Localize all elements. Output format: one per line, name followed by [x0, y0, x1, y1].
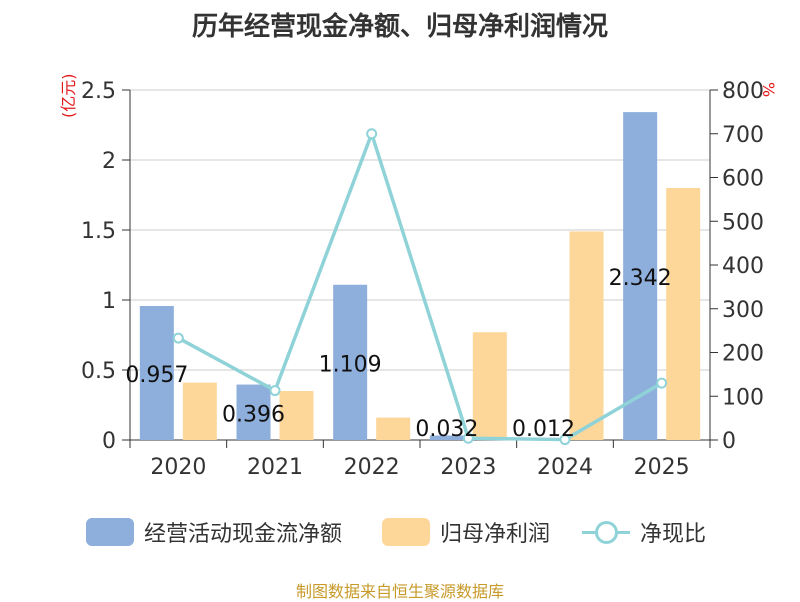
left-axis-tick-label: 2	[102, 149, 116, 174]
legend-line-icon	[582, 518, 630, 546]
bar-net-profit	[279, 391, 314, 440]
bar-cashflow	[139, 306, 174, 440]
line-point-cash-ratio	[172, 332, 184, 344]
line-point-cash-ratio	[656, 377, 668, 389]
x-axis-tick-label: 2025	[634, 455, 690, 480]
bar-net-profit	[472, 332, 507, 440]
right-axis-tick-label: 0	[722, 429, 736, 454]
x-axis-tick-label: 2021	[247, 455, 303, 480]
left-axis-tick-label: 2.5	[81, 79, 116, 104]
data-label-cashflow: 0.012	[512, 417, 575, 442]
x-axis-tick-label: 2022	[344, 455, 400, 480]
legend-label-net-profit: 归母净利润	[440, 522, 551, 547]
right-axis-tick-label: 700	[722, 123, 764, 148]
left-axis-tick-label: 0	[102, 429, 116, 454]
x-axis-tick-label: 2024	[537, 455, 593, 480]
line-point-cash-ratio	[559, 434, 571, 446]
legend: 经营活动现金流净额 归母净利润 净现比	[0, 512, 800, 552]
legend-swatch-net-profit	[382, 518, 430, 546]
right-axis-tick-label: 400	[722, 254, 764, 279]
right-axis-tick-label: 800	[722, 79, 764, 104]
data-label-cashflow: 1.109	[319, 352, 382, 377]
line-point-cash-ratio	[269, 385, 281, 397]
line-cash-ratio	[177, 132, 663, 442]
data-label-cashflow: 2.342	[609, 266, 672, 291]
legend-item-cash-ratio[interactable]: 净现比	[582, 512, 706, 552]
data-label-cashflow: 0.032	[415, 417, 478, 442]
bar-net-profit	[569, 231, 604, 440]
bar-cashflow	[236, 384, 271, 440]
left-axis-tick-label: 1.5	[81, 219, 116, 244]
line-point-cash-ratio	[462, 432, 474, 444]
bar-cashflow	[623, 112, 658, 441]
bar-net-profit	[376, 417, 411, 440]
chart-title: 历年经营现金净额、归母净利润情况	[191, 12, 608, 42]
left-axis-tick-label: 1	[102, 289, 116, 314]
right-axis-tick-label: 600	[722, 167, 764, 192]
right-axis-tick-label: 500	[722, 210, 764, 235]
left-axis-tick-label: 0.5	[81, 359, 116, 384]
bar-net-profit	[666, 188, 701, 440]
right-axis-tick-label: 200	[722, 342, 764, 367]
line-point-cash-ratio	[366, 128, 378, 140]
x-axis-tick-label: 2020	[150, 455, 206, 480]
data-label-cashflow: 0.957	[125, 363, 188, 388]
right-axis-tick-label: 300	[722, 298, 764, 323]
data-source-note: 制图数据来自恒生聚源数据库	[295, 582, 504, 601]
right-axis-tick-label: 100	[722, 385, 764, 410]
bar-net-profit	[182, 382, 217, 440]
legend-label-cashflow: 经营活动现金流净额	[144, 522, 343, 547]
bar-cashflow	[333, 284, 368, 440]
x-axis-tick-label: 2023	[440, 455, 496, 480]
legend-swatch-cashflow	[86, 518, 134, 546]
bar-cashflow	[429, 435, 464, 440]
legend-label-cash-ratio: 净现比	[640, 522, 707, 547]
legend-item-cashflow[interactable]: 经营活动现金流净额	[86, 512, 342, 552]
data-label-cashflow: 0.396	[222, 402, 285, 427]
legend-item-net-profit[interactable]: 归母净利润	[382, 512, 550, 552]
